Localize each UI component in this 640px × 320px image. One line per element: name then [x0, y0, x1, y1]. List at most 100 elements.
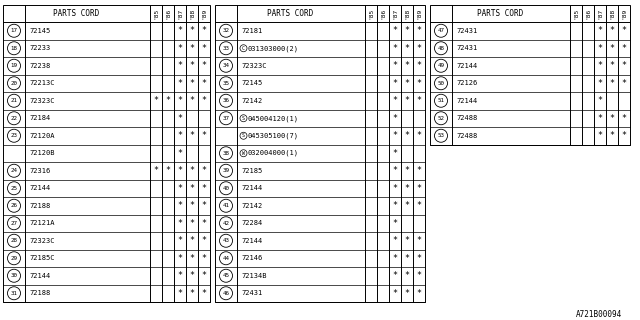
Text: 72488: 72488: [456, 115, 477, 121]
Text: *: *: [598, 79, 602, 88]
Text: 72121A: 72121A: [29, 220, 54, 226]
Text: *: *: [609, 61, 614, 70]
Text: '86: '86: [586, 8, 591, 19]
Text: 25: 25: [10, 186, 17, 191]
Text: 72144: 72144: [29, 273, 51, 279]
Text: *: *: [404, 271, 410, 280]
Text: 17: 17: [10, 28, 17, 33]
Text: 42: 42: [223, 221, 230, 226]
Text: *: *: [189, 289, 195, 298]
Text: 43: 43: [223, 238, 230, 243]
Text: *: *: [189, 201, 195, 210]
Text: *: *: [417, 289, 422, 298]
Text: *: *: [404, 184, 410, 193]
Text: 72144: 72144: [29, 185, 51, 191]
Text: *: *: [177, 61, 182, 70]
Text: 41: 41: [223, 203, 230, 208]
Text: '89: '89: [621, 8, 627, 19]
Text: *: *: [417, 254, 422, 263]
Text: '85: '85: [369, 8, 374, 19]
Text: *: *: [417, 79, 422, 88]
Text: 72142: 72142: [241, 98, 262, 104]
Text: *: *: [417, 271, 422, 280]
Text: A721B00094: A721B00094: [576, 310, 622, 319]
Text: *: *: [621, 26, 627, 35]
Text: *: *: [202, 131, 207, 140]
Text: 72145: 72145: [241, 80, 262, 86]
Text: 72144: 72144: [456, 63, 477, 69]
Text: 72316: 72316: [29, 168, 51, 174]
Text: *: *: [202, 201, 207, 210]
Text: 30: 30: [10, 273, 17, 278]
Text: 72213C: 72213C: [29, 80, 54, 86]
Text: *: *: [202, 61, 207, 70]
Text: *: *: [202, 184, 207, 193]
Text: *: *: [392, 79, 397, 88]
Text: *: *: [392, 149, 397, 158]
Text: *: *: [202, 166, 207, 175]
Text: *: *: [404, 201, 410, 210]
Text: 47: 47: [438, 28, 445, 33]
Text: *: *: [417, 26, 422, 35]
Text: 72284: 72284: [241, 220, 262, 226]
Text: *: *: [177, 26, 182, 35]
Text: *: *: [598, 26, 602, 35]
Text: *: *: [177, 44, 182, 53]
Text: *: *: [621, 79, 627, 88]
Text: *: *: [417, 61, 422, 70]
Text: '88: '88: [404, 8, 410, 19]
Text: *: *: [202, 289, 207, 298]
Text: *: *: [177, 236, 182, 245]
Text: *: *: [417, 166, 422, 175]
Text: PARTS CORD: PARTS CORD: [477, 9, 523, 18]
Text: 72181: 72181: [241, 28, 262, 34]
Text: *: *: [392, 44, 397, 53]
Text: *: *: [404, 131, 410, 140]
Text: 46: 46: [223, 291, 230, 296]
Text: *: *: [609, 114, 614, 123]
Text: *: *: [621, 131, 627, 140]
Text: *: *: [404, 254, 410, 263]
Text: *: *: [392, 114, 397, 123]
Text: *: *: [177, 201, 182, 210]
Text: *: *: [154, 96, 159, 105]
Text: 53: 53: [438, 133, 445, 138]
Text: *: *: [202, 271, 207, 280]
Text: 72120A: 72120A: [29, 133, 54, 139]
Text: 72185C: 72185C: [29, 255, 54, 261]
Text: 22: 22: [10, 116, 17, 121]
Text: *: *: [404, 26, 410, 35]
Text: *: *: [392, 166, 397, 175]
Text: *: *: [404, 96, 410, 105]
Text: *: *: [621, 44, 627, 53]
Text: 19: 19: [10, 63, 17, 68]
Text: *: *: [598, 96, 602, 105]
Text: *: *: [392, 201, 397, 210]
Text: S: S: [242, 133, 245, 138]
Text: 72144: 72144: [456, 98, 477, 104]
Text: *: *: [189, 219, 195, 228]
Text: *: *: [189, 26, 195, 35]
Text: C: C: [242, 46, 245, 51]
Text: 72238: 72238: [29, 63, 51, 69]
Text: 72188: 72188: [29, 203, 51, 209]
Text: *: *: [177, 289, 182, 298]
Text: *: *: [177, 184, 182, 193]
Text: *: *: [417, 131, 422, 140]
Text: 72323C: 72323C: [241, 63, 266, 69]
Text: 28: 28: [10, 238, 17, 243]
Text: *: *: [189, 271, 195, 280]
Text: 72185: 72185: [241, 168, 262, 174]
Text: 38: 38: [223, 151, 230, 156]
Text: *: *: [189, 236, 195, 245]
Text: 72145: 72145: [29, 28, 51, 34]
Text: 27: 27: [10, 221, 17, 226]
Text: 45: 45: [223, 273, 230, 278]
Text: 032004000(1): 032004000(1): [248, 150, 299, 156]
Text: 21: 21: [10, 98, 17, 103]
Text: *: *: [392, 219, 397, 228]
Text: *: *: [417, 201, 422, 210]
Text: '86: '86: [381, 8, 385, 19]
Text: 72144: 72144: [241, 185, 262, 191]
Text: *: *: [177, 149, 182, 158]
